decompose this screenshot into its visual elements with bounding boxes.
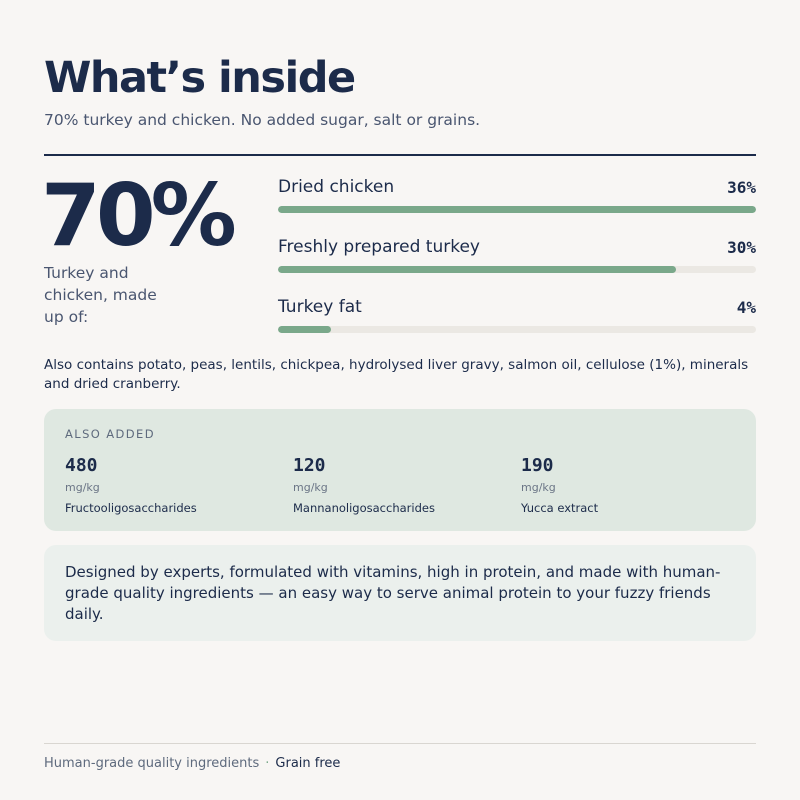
ingredient-bar-track	[278, 266, 756, 273]
additive-unit: mg/kg	[293, 481, 328, 494]
also-contains-text: Also contains potato, peas, lentils, chi…	[44, 357, 749, 392]
footer-separator: ·	[265, 756, 270, 771]
ingredient-bar-track	[278, 326, 756, 333]
also-added-card: ALSO ADDED 480 mg/kg Fructooligosacchari…	[44, 409, 756, 531]
footer-left-text: Human-grade quality ingredients	[44, 756, 260, 771]
footer-divider	[44, 743, 756, 744]
ingredient-label: Freshly prepared turkey	[278, 237, 480, 257]
additive-item: 480 mg/kg Fructooligosaccharides	[65, 454, 285, 517]
ingredient-bar-fill	[278, 206, 756, 213]
whats-inside-panel: What’s inside 70% turkey and chicken. No…	[41, 0, 756, 800]
ingredient-bar-track	[278, 206, 756, 213]
ingredient-percentage: 36%	[727, 178, 756, 197]
ingredient-percentage: 4%	[736, 298, 756, 317]
ingredient-label: Turkey fat	[278, 297, 362, 317]
additive-unit: mg/kg	[65, 481, 100, 494]
additive-amount: 190	[521, 455, 554, 476]
footer-right-text: Grain free	[275, 756, 341, 771]
additive-amount: 120	[293, 455, 326, 476]
additive-amount: 480	[65, 455, 98, 476]
ingredient-row: Freshly prepared turkey 30%	[278, 235, 756, 295]
info-text: Designed by experts, formulated with vit…	[65, 563, 721, 623]
additive-name: Fructooligosaccharides	[65, 501, 197, 515]
ingredient-bars: Dried chicken 36% Freshly prepared turke…	[278, 175, 756, 355]
additive-item: 190 mg/kg Yucca extract	[521, 454, 741, 517]
additive-name: Yucca extract	[521, 501, 599, 515]
ingredient-label: Dried chicken	[278, 177, 395, 197]
ingredient-row: Turkey fat 4%	[278, 295, 756, 355]
additive-item: 120 mg/kg Mannanoligosaccharides	[293, 454, 513, 517]
header-divider	[44, 154, 756, 156]
ingredient-bar-fill	[278, 266, 677, 273]
also-added-title: ALSO ADDED	[65, 427, 155, 441]
page-title: What’s inside	[44, 53, 356, 103]
ingredient-row: Dried chicken 36%	[278, 175, 756, 235]
meat-percentage: 70%	[41, 166, 237, 266]
meat-percentage-caption: Turkey and chicken, made up of:	[44, 264, 157, 326]
page-subtitle: 70% turkey and chicken. No added sugar, …	[44, 111, 481, 129]
additive-unit: mg/kg	[521, 481, 556, 494]
info-card: Designed by experts, formulated with vit…	[44, 545, 756, 641]
ingredient-bar-fill	[278, 326, 332, 333]
additive-name: Mannanoligosaccharides	[293, 501, 435, 515]
footer: Human-grade quality ingredients · Grain fr…	[44, 755, 340, 773]
ingredient-percentage: 30%	[727, 238, 756, 257]
